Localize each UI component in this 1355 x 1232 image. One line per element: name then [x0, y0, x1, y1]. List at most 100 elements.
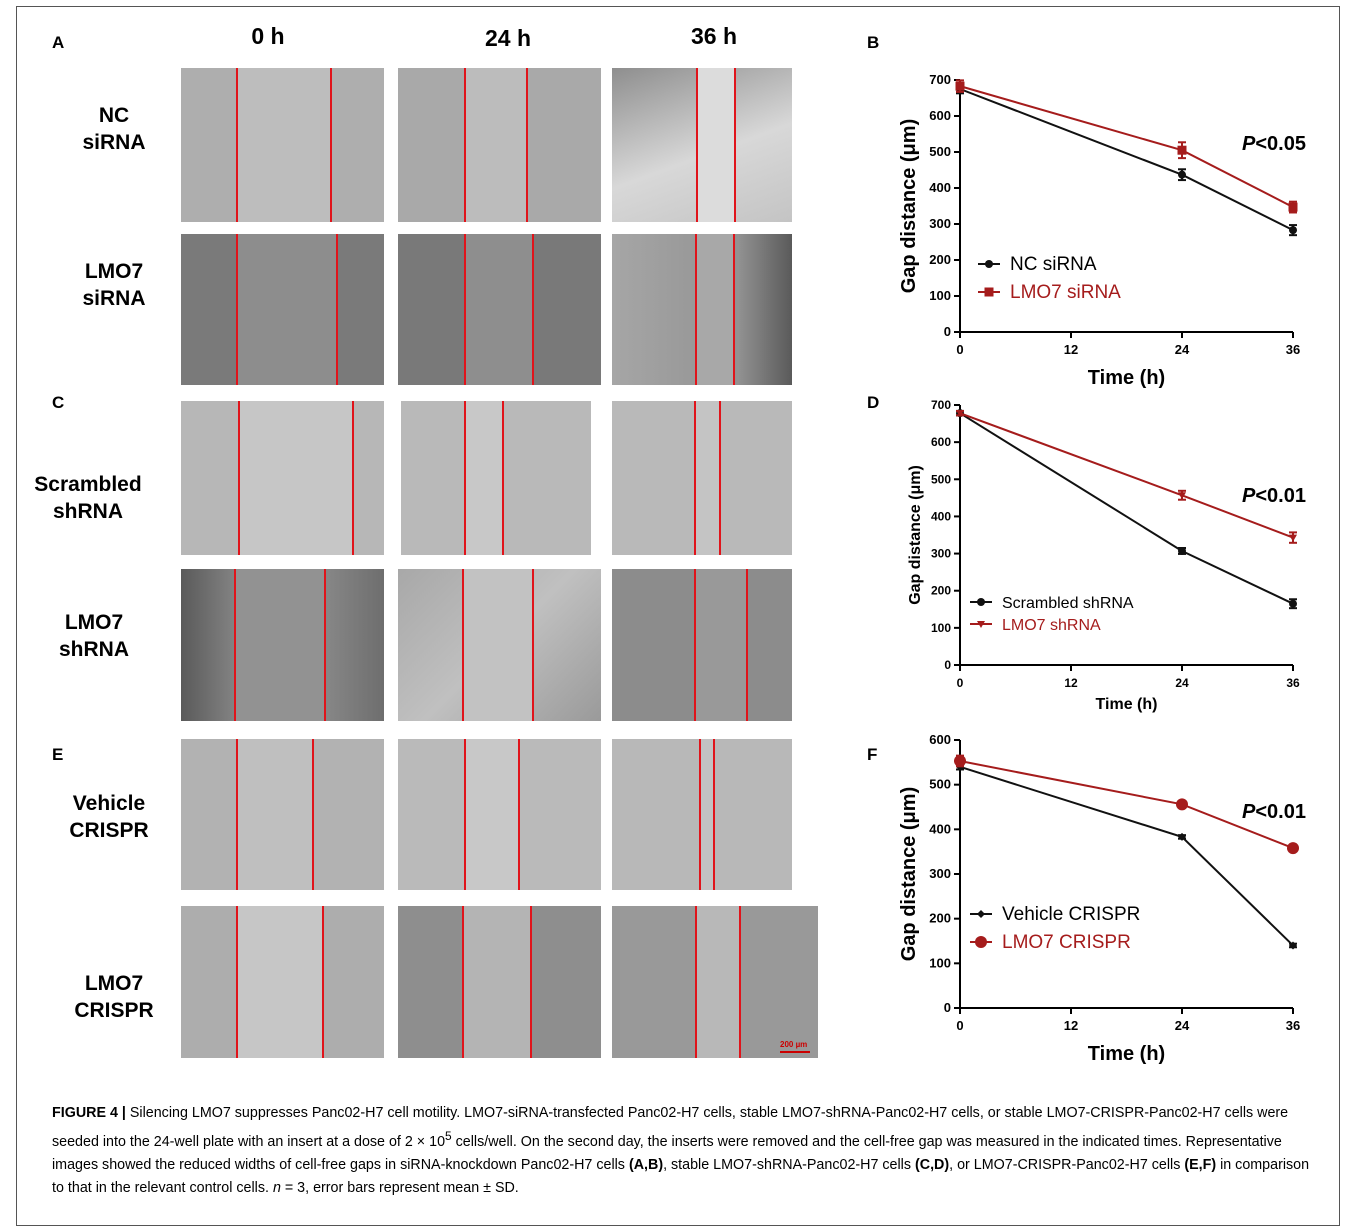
p-value-annotation: P<0.05	[1242, 133, 1306, 155]
series-line	[959, 412, 1294, 539]
legend-marker	[977, 910, 985, 918]
series-line	[959, 88, 1294, 232]
column-header-24h: 24 h	[484, 25, 532, 51]
data-point	[1287, 842, 1299, 855]
micrograph-lmo7-sirna-0h	[181, 234, 384, 385]
legend-marker	[977, 598, 985, 606]
panel-label-e: E	[52, 745, 64, 764]
y-tick-label: 100	[931, 621, 951, 635]
legend-label: NC siRNA	[1010, 254, 1097, 275]
chart-plot-area: 0 100 200 300 400 500 600 700 0 12 24 36 Time (h) Gap…	[907, 398, 1300, 713]
row-label-scrambled-shrna: Scrambled shRNA	[34, 473, 142, 523]
caption-figure-number: FIGURE 4 |	[52, 1105, 126, 1121]
scale-bar	[780, 1051, 810, 1053]
data-point	[954, 754, 966, 767]
row-label-vehicle-crispr: Vehicle CRISPR	[69, 792, 149, 842]
y-tick-label: 100	[929, 955, 951, 970]
data-point	[1178, 546, 1186, 555]
row-label-lmo7-sirna: LMO7 siRNA	[82, 260, 146, 310]
y-tick-label: 300	[931, 547, 951, 561]
micrograph-vehicle-crispr-36h	[612, 739, 792, 890]
y-tick-label: 200	[929, 252, 951, 267]
x-tick-label: 0	[956, 1018, 963, 1033]
legend-marker	[977, 621, 985, 628]
y-tick-label: 300	[929, 866, 951, 881]
series-lmo7-sirna	[955, 79, 1298, 214]
y-tick-label: 300	[929, 216, 951, 231]
micrograph-nc-sirna-24h	[398, 68, 601, 222]
row-label-lmo7-crispr: LMO7 CRISPR	[74, 972, 154, 1022]
y-tick-label: 400	[929, 821, 951, 836]
row-label-lmo7-shrna: LMO7 shRNA	[58, 611, 129, 661]
x-tick-label: 0	[956, 342, 963, 357]
x-tick-label: 12	[1064, 342, 1078, 357]
series-nc-sirna	[956, 83, 1297, 237]
data-point	[1177, 145, 1187, 155]
y-tick-label: 0	[944, 1000, 951, 1015]
legend-marker	[985, 260, 993, 268]
micrograph-lmo7-crispr-0h	[181, 906, 384, 1058]
y-tick-label: 500	[929, 144, 951, 159]
micrograph-nc-sirna-36h	[612, 68, 792, 222]
y-axis-label: Gap distance (μm)	[898, 119, 920, 294]
panel-label-d: D	[867, 393, 880, 412]
y-tick-label: 0	[944, 324, 951, 339]
panel-label-a: A	[52, 33, 65, 52]
y-tick-label: 400	[929, 180, 951, 195]
panel-label-c: C	[52, 393, 65, 412]
x-tick-label: 36	[1286, 342, 1300, 357]
legend-entry: LMO7 CRISPR	[970, 932, 1131, 953]
y-tick-label: 100	[929, 288, 951, 303]
x-tick-label: 0	[957, 676, 964, 690]
data-point	[1176, 798, 1188, 811]
y-tick-label: 200	[931, 584, 951, 598]
chart-plot-area: 0 100 200 300 400 500 600 0 12 24 36 Time (h) Gap di…	[898, 732, 1300, 1065]
x-axis-label: Time (h)	[1088, 367, 1165, 389]
x-axis-label: Time (h)	[1096, 696, 1158, 713]
micrograph-lmo7-shrna-0h	[181, 569, 384, 721]
y-tick-label: 500	[929, 777, 951, 792]
legend-entry: LMO7 siRNA	[978, 282, 1121, 303]
legend-label: LMO7 shRNA	[1002, 617, 1101, 634]
micrograph-scrambled-shrna-0h	[181, 401, 384, 555]
chart-plot-area: 0 100 200 300 400 500 600 700 0 12 24 36 Time (h) Gap…	[898, 72, 1300, 389]
y-tick-label: 600	[929, 108, 951, 123]
micrograph-lmo7-crispr-24h	[398, 906, 601, 1058]
figure-frame	[16, 6, 1340, 1226]
legend-label: Scrambled shRNA	[1002, 595, 1134, 612]
x-tick-label: 24	[1175, 342, 1190, 357]
micrograph-scrambled-shrna-24h	[401, 401, 591, 555]
y-tick-label: 600	[931, 435, 951, 449]
data-point	[1178, 832, 1186, 841]
data-point	[956, 410, 964, 418]
data-point	[1178, 170, 1186, 179]
y-tick-label: 200	[929, 911, 951, 926]
p-value-annotation: P<0.01	[1242, 485, 1306, 507]
x-tick-label: 24	[1175, 1018, 1190, 1033]
legend-marker	[975, 936, 987, 948]
y-tick-label: 600	[929, 732, 951, 747]
legend-marker	[984, 287, 994, 297]
data-point	[1289, 941, 1297, 950]
x-tick-label: 12	[1064, 1018, 1078, 1033]
y-axis-label: Gap distance (μm)	[907, 465, 924, 605]
series-lmo7-shrna	[956, 409, 1297, 544]
legend-entry: NC siRNA	[978, 254, 1097, 275]
data-point	[1289, 534, 1297, 542]
x-tick-label: 36	[1286, 1018, 1300, 1033]
scale-bar-label: 200 µm	[780, 1040, 808, 1049]
micrograph-scrambled-shrna-36h	[612, 401, 792, 555]
micrograph-lmo7-shrna-36h	[612, 569, 792, 721]
p-value-annotation: P<0.01	[1242, 801, 1306, 823]
micrograph-lmo7-sirna-36h	[612, 234, 792, 385]
legend-label: Vehicle CRISPR	[1002, 904, 1140, 925]
figure-caption: FIGURE 4 | Silencing LMO7 suppresses Pan…	[52, 1105, 1310, 1196]
data-point	[1289, 599, 1297, 608]
data-point	[1289, 226, 1297, 235]
x-axis-label: Time (h)	[1088, 1043, 1165, 1065]
x-tick-label: 12	[1064, 676, 1078, 690]
y-tick-label: 700	[931, 398, 951, 412]
chart-b: 0 100 200 300 400 500 600 700 0 12 24 36 Time (h) Gap…	[898, 72, 1306, 389]
y-tick-label: 400	[931, 509, 951, 523]
micrograph-lmo7-crispr-36h: 200 µm	[612, 906, 818, 1058]
